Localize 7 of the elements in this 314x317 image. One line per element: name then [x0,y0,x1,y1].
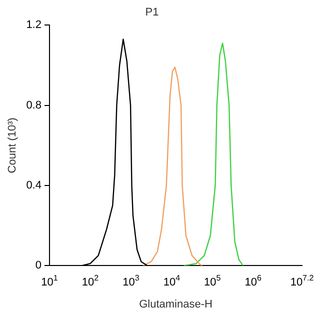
y-tick-label: 0.8 [26,99,42,112]
y-tick-label: 1.2 [26,19,42,32]
x-axis-title: Glutaminase-H [139,298,212,310]
chart-title: P1 [145,6,159,19]
y-axis-title: Count (10³) [6,118,19,174]
y-tick-label: 0 [35,260,42,272]
y-tick-label: 0.4 [26,180,42,192]
